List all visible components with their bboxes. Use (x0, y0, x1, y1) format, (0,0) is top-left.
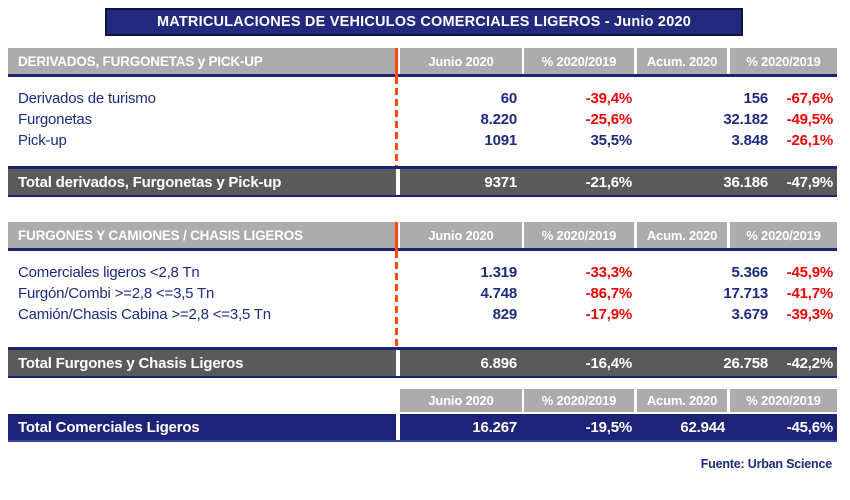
pct-acum-value: -47,9% (786, 173, 834, 191)
divider-line-solid (395, 48, 398, 77)
grand-total-header-row: Junio 2020 % 2020/2019 Acum. 2020 % 2020… (8, 389, 837, 412)
row-label: Furgón/Combi >=2,8 <=3,5 Tn (18, 285, 215, 302)
acum-value: 32.182 (723, 111, 768, 128)
pct-junio-value: 35,5% (590, 132, 632, 149)
junio-value: 6.896 (480, 354, 517, 372)
pct-junio-value: -86,7% (585, 285, 633, 302)
total-values: 9371 -21,6% 36.186 -47,9% (400, 169, 837, 195)
report-title-text: MATRICULACIONES DE VEHICULOS COMERCIALES… (157, 14, 691, 30)
column-header-acum: Acum. 2020 (637, 48, 727, 74)
divider-line-solid (395, 222, 398, 251)
report-title: MATRICULACIONES DE VEHICULOS COMERCIALES… (105, 8, 743, 36)
table-row: Pick-up 1091 35,5% 3.848 -26,1% (8, 130, 837, 151)
column-header-pct-junio: % 2020/2019 (524, 48, 634, 74)
pct-junio-value: -39,4% (585, 90, 633, 107)
pct-acum-value: -45,6% (786, 418, 834, 436)
pct-acum-value: -49,5% (786, 111, 834, 128)
pct-acum-value: -26,1% (786, 132, 834, 149)
column-header-pct-acum: % 2020/2019 (730, 48, 837, 74)
column-gap (396, 169, 400, 195)
acum-value: 156 (743, 90, 769, 107)
total-values: 16.267 -19,5% 62.944 -45,6% (400, 414, 837, 440)
total-label: Total Furgones y Chasis Ligeros (8, 350, 396, 376)
table-row: Comerciales ligeros <2,8 Tn 1.319 -33,3%… (8, 262, 837, 283)
total-label: Total Comerciales Ligeros (8, 414, 396, 440)
table-row: Furgonetas 8.220 -25,6% 32.182 -49,5% (8, 109, 837, 130)
column-header-pct-acum: % 2020/2019 (730, 389, 837, 412)
column-header-acum: Acum. 2020 (637, 389, 727, 412)
header-spacer (8, 389, 396, 412)
grand-total-row: Total Comerciales Ligeros 16.267 -19,5% … (8, 414, 837, 442)
acum-value: 5.366 (731, 264, 768, 281)
pct-acum-value: -39,3% (786, 306, 834, 323)
column-header-pct-acum: % 2020/2019 (730, 222, 837, 248)
pct-acum-value: -41,7% (786, 285, 834, 302)
section2-header-row: FURGONES Y CAMIONES / CHASIS LIGEROS Jun… (8, 222, 837, 251)
pct-junio-value: -16,4% (585, 354, 633, 372)
total-values: 6.896 -16,4% 26.758 -42,2% (400, 350, 837, 376)
column-gap (396, 414, 400, 440)
pct-junio-value: -17,9% (585, 306, 633, 323)
section1-header-row: DERIVADOS, FURGONETAS y PICK-UP Junio 20… (8, 48, 837, 77)
junio-value: 16.267 (472, 418, 517, 436)
row-label: Camión/Chasis Cabina >=2,8 <=3,5 Tn (18, 306, 271, 323)
section1-total-row: Total derivados, Furgonetas y Pick-up 93… (8, 166, 837, 197)
column-header-pct-junio: % 2020/2019 (524, 222, 634, 248)
section2-total-row: Total Furgones y Chasis Ligeros 6.896 -1… (8, 347, 837, 378)
acum-value: 26.758 (723, 354, 768, 372)
acum-value: 3.848 (731, 132, 768, 149)
junio-value: 8.220 (480, 111, 517, 128)
row-label: Pick-up (18, 132, 67, 149)
column-header-junio: Junio 2020 (400, 389, 522, 412)
column-gap (396, 350, 400, 376)
acum-value: 3.679 (731, 306, 768, 323)
acum-value: 62.944 (680, 418, 725, 436)
junio-value: 4.748 (480, 285, 517, 302)
acum-value: 17.713 (723, 285, 768, 302)
divider-line-dashed (395, 251, 398, 347)
table-row: Camión/Chasis Cabina >=2,8 <=3,5 Tn 829 … (8, 304, 837, 325)
junio-value: 829 (492, 306, 518, 323)
junio-value: 1091 (484, 132, 517, 149)
section1-title: DERIVADOS, FURGONETAS y PICK-UP (8, 48, 396, 74)
pct-acum-value: -42,2% (786, 354, 834, 372)
table-row: Furgón/Combi >=2,8 <=3,5 Tn 4.748 -86,7%… (8, 283, 837, 304)
pct-junio-value: -19,5% (585, 418, 633, 436)
row-label: Furgonetas (18, 111, 92, 128)
row-label: Comerciales ligeros <2,8 Tn (18, 264, 200, 281)
junio-value: 9371 (484, 173, 517, 191)
pct-junio-value: -33,3% (585, 264, 633, 281)
column-header-acum: Acum. 2020 (637, 222, 727, 248)
pct-junio-value: -25,6% (585, 111, 633, 128)
row-label: Derivados de turismo (18, 90, 156, 107)
section2-title: FURGONES Y CAMIONES / CHASIS LIGEROS (8, 222, 396, 248)
acum-value: 36.186 (723, 173, 768, 191)
total-label: Total derivados, Furgonetas y Pick-up (8, 169, 396, 195)
pct-acum-value: -45,9% (786, 264, 834, 281)
junio-value: 1.319 (480, 264, 517, 281)
divider-line-dashed (395, 77, 398, 166)
column-header-junio: Junio 2020 (400, 48, 522, 74)
junio-value: 60 (500, 90, 517, 107)
source-credit: Fuente: Urban Science (700, 457, 832, 471)
column-header-pct-junio: % 2020/2019 (524, 389, 634, 412)
column-header-junio: Junio 2020 (400, 222, 522, 248)
pct-acum-value: -67,6% (786, 90, 834, 107)
table-row: Derivados de turismo 60 -39,4% 156 -67,6… (8, 88, 837, 109)
pct-junio-value: -21,6% (585, 173, 633, 191)
